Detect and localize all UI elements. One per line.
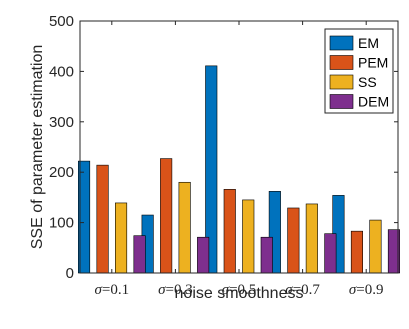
bar-ss-3 (305, 203, 318, 274)
legend: EM PEM SS DEM (324, 28, 394, 114)
legend-label-dem: DEM (358, 94, 389, 110)
y-tick-label-500: 500 (49, 13, 74, 30)
x-tick-label-4: σ=0.9 (349, 282, 384, 298)
x-axis-label: noise smoothness (175, 285, 304, 302)
bar-dem-2 (260, 236, 273, 274)
legend-swatch-dem (329, 94, 354, 109)
bar-ss-0 (115, 202, 128, 274)
bar-pem-3 (287, 207, 300, 274)
legend-swatch-pem (329, 55, 354, 70)
bar-ss-2 (242, 199, 255, 274)
bar-dem-3 (324, 233, 337, 274)
bar-pem-1 (160, 158, 173, 274)
bar-ss-1 (178, 181, 191, 274)
y-tick-label-300: 300 (49, 114, 74, 131)
bar-pem-2 (223, 189, 236, 274)
bar-dem-0 (133, 235, 146, 274)
x-tick-label-3: σ=0.7 (285, 282, 320, 298)
y-tick-label-400: 400 (49, 63, 74, 80)
x-tick-label-1: σ=0.3 (158, 282, 193, 298)
legend-label-em: EM (358, 35, 379, 51)
bar-ss-4 (369, 219, 382, 274)
legend-swatch-em (329, 35, 354, 51)
ticks-layer: 0 100 200 300 400 500 σ=0.1 σ=0.3 σ=0.5 σ=0.7 σ=0.… (49, 13, 398, 298)
y-tick-label-200: 200 (49, 164, 74, 181)
bar-pem-0 (96, 164, 109, 274)
legend-label-pem: PEM (358, 55, 388, 71)
bar-dem-1 (197, 236, 210, 274)
y-tick-label-0: 0 (66, 265, 74, 282)
y-tick-label-100: 100 (49, 215, 74, 232)
legend-swatch-ss (329, 74, 354, 90)
x-tick-label-0: σ=0.1 (94, 282, 129, 298)
x-tick-label-2: σ=0.5 (222, 282, 257, 298)
y-axis-label: SSE of parameter estimation (29, 45, 46, 250)
legend-label-ss: SS (358, 74, 377, 90)
bar-pem-4 (350, 230, 364, 274)
